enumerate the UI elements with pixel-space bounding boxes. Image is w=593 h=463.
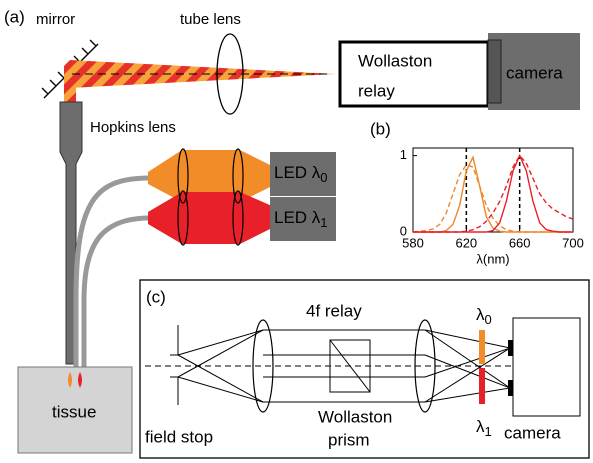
relay-label: Wollaston: [358, 51, 432, 70]
x-axis-label: λ(nm): [476, 251, 509, 266]
series-line: [413, 156, 573, 232]
beam: [64, 75, 76, 103]
prism-label: prism: [328, 430, 370, 449]
panel-label: (b): [370, 119, 391, 138]
series-line: [413, 156, 573, 232]
x-tick-label: 700: [562, 235, 584, 250]
led-beam: [148, 192, 272, 244]
mirror-label: mirror: [36, 11, 75, 28]
lambda-label: λ0: [476, 305, 492, 327]
series-line: [413, 157, 573, 232]
lambda-label: λ1: [476, 417, 492, 439]
filter: [479, 330, 485, 364]
beam: [64, 60, 335, 102]
panel-label: (a): [4, 7, 25, 26]
sensor: [508, 380, 513, 396]
rays: [145, 318, 580, 416]
sensor: [508, 340, 513, 356]
camera-label: camera: [504, 423, 561, 442]
tube-lens-label: tube lens: [180, 11, 241, 28]
series-line: [413, 165, 573, 232]
plot-frame: [413, 148, 573, 232]
relay-label: 4f relay: [306, 301, 362, 320]
tissue-label: tissue: [52, 402, 96, 421]
y-tick-label: 0: [400, 223, 407, 238]
led-label: LED λ1: [274, 208, 328, 230]
filter: [479, 368, 485, 404]
relay-label: relay: [358, 81, 395, 100]
panel-label: (c): [146, 287, 166, 306]
x-tick-label: 660: [509, 235, 531, 250]
y-tick-label: 1: [400, 147, 407, 162]
prism-label: Wollaston: [318, 407, 392, 426]
x-tick-label: 620: [455, 235, 477, 250]
figure: (a) mirror tube lens Wollaston relay cam…: [0, 0, 593, 463]
camera-label: camera: [506, 63, 563, 82]
sensor: [488, 40, 501, 103]
led-label: LED λ0: [274, 163, 328, 185]
hopkins-label: Hopkins lens: [90, 119, 176, 136]
field-stop-label: field stop: [145, 427, 213, 446]
